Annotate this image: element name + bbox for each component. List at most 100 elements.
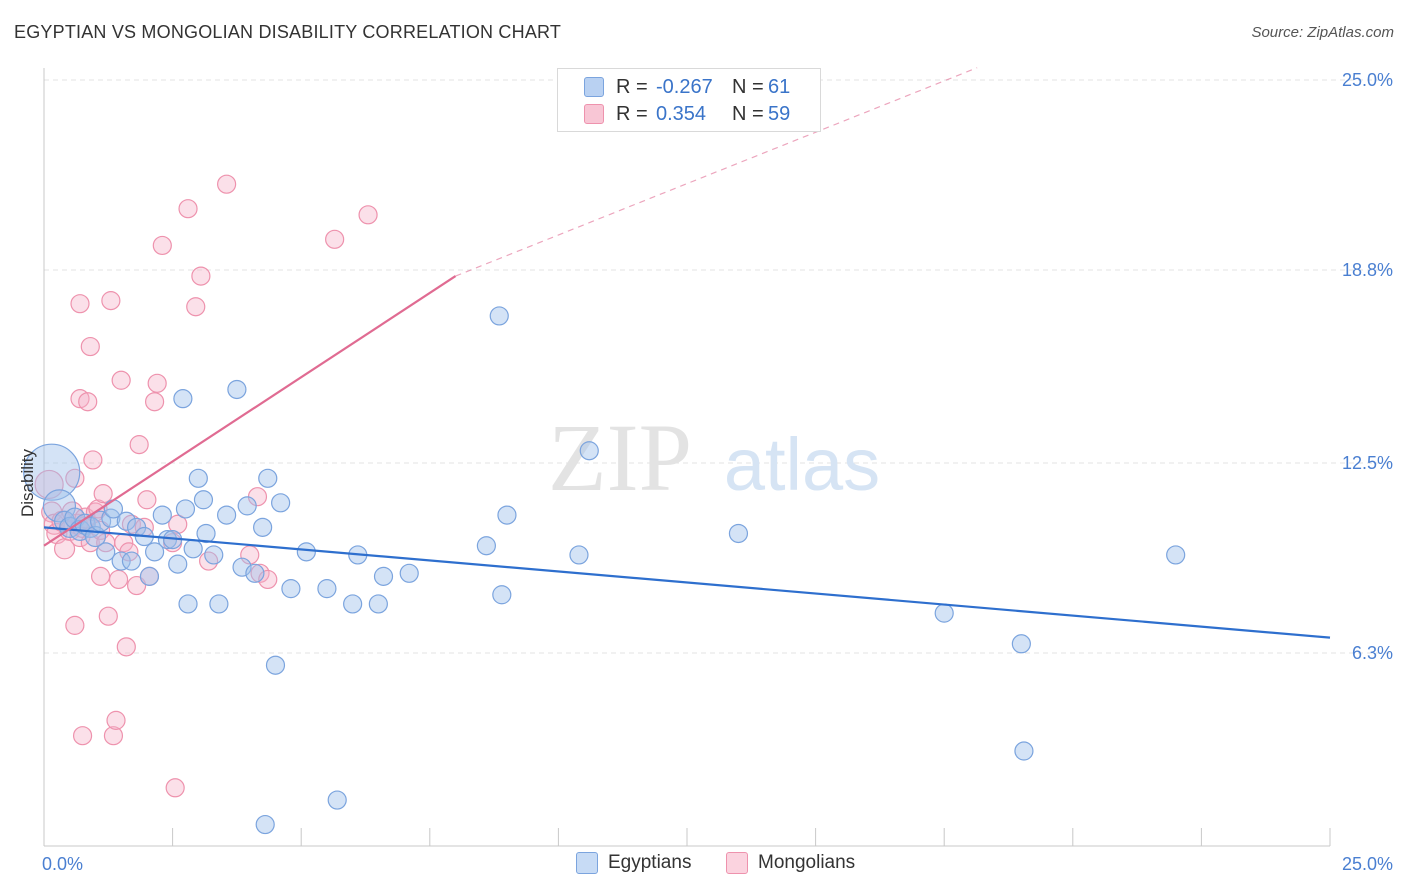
egyptians-point [193, 490, 214, 510]
egyptians-point [196, 523, 216, 544]
mongolians-point [152, 235, 172, 256]
legend-swatch-mongolians [584, 104, 604, 124]
watermark-atlas: atlas [724, 423, 880, 506]
legend-item-mongolians[interactable]: Mongolians [726, 852, 855, 874]
mongolians-point [144, 392, 165, 412]
egyptians-point [296, 542, 316, 562]
n-value-egyptians: 61 [768, 75, 791, 98]
mongolians-point [90, 566, 111, 586]
egyptians-point [111, 551, 131, 571]
egyptians-point [327, 790, 347, 810]
mongolians-point [106, 710, 126, 730]
x-tick-label: 25.0% [1342, 854, 1393, 874]
mongolians-point [83, 450, 103, 470]
y-tick-label: 25.0% [1342, 70, 1393, 90]
egyptians-point [217, 505, 237, 525]
x-tick-label: 0.0% [42, 854, 83, 874]
mongolians-point [101, 291, 121, 311]
legend-label-egyptians: Egyptians [608, 852, 692, 873]
legend-swatch-mongolians [726, 852, 748, 874]
source-credit: Source: ZipAtlas.com [1251, 24, 1394, 41]
mongolians-point [93, 484, 113, 504]
correlation-legend: R = -0.267 N = 61 R = 0.354 N = 59 [557, 68, 821, 132]
mongolians-point [186, 297, 206, 317]
axes [43, 68, 1331, 847]
mongolians-point [98, 606, 118, 626]
egyptians-point [175, 499, 196, 519]
egyptians-point [253, 517, 273, 537]
mongolians-point [250, 563, 270, 583]
legend-swatch-egyptians [576, 852, 598, 874]
egyptians-point [237, 496, 257, 516]
egyptians-point [373, 566, 394, 586]
egyptians-point [265, 655, 286, 675]
egyptians-trend-line [43, 526, 1331, 639]
mongolians-point [116, 637, 136, 657]
n-label: N = [732, 102, 764, 125]
r-value-mongolians: 0.354 [656, 102, 707, 125]
r-label: R = [616, 102, 648, 125]
mongolians-point [325, 229, 345, 249]
egyptians-point [497, 505, 517, 525]
mongolians-point [108, 569, 129, 590]
egyptians-point [1166, 545, 1186, 565]
n-label: N = [732, 75, 764, 98]
mongolians-point [80, 336, 100, 357]
egyptians-point [255, 814, 275, 835]
egyptians-point [96, 542, 116, 562]
legend-row-egyptians: R = -0.267 N = 61 [558, 74, 790, 100]
egyptians-point [42, 489, 77, 523]
egyptians-point [204, 545, 224, 565]
mongolians-point [178, 199, 198, 219]
egyptians-point [343, 594, 363, 614]
egyptians-point [728, 523, 749, 544]
egyptians-point [281, 579, 301, 599]
legend-swatch-egyptians [584, 77, 604, 97]
mongolians-point [199, 551, 219, 571]
egyptians-point [188, 468, 208, 488]
n-value-mongolians: 59 [768, 102, 791, 125]
legend-label-mongolians: Mongolians [758, 852, 856, 873]
mongolians-point [165, 778, 185, 798]
mongolians-point [129, 435, 149, 455]
watermark: ZIP atlas [548, 404, 880, 511]
y-tick-label: 12.5% [1342, 453, 1393, 473]
egyptians-point [152, 505, 172, 525]
egyptians-point [245, 563, 265, 583]
mongolians-trend-line [43, 275, 457, 547]
watermark-zip: ZIP [548, 404, 692, 511]
legend-row-mongolians: R = 0.354 N = 59 [558, 101, 790, 127]
trend-lines [43, 67, 1331, 639]
egyptians-point [1014, 741, 1034, 761]
egyptians-point [569, 545, 589, 565]
egyptians-point [209, 594, 229, 614]
mongolians-point [34, 469, 64, 500]
egyptians-point [173, 389, 193, 409]
mongolians-point [72, 726, 93, 746]
r-value-egyptians: -0.267 [656, 75, 713, 98]
mongolians-point [65, 615, 85, 635]
egyptians-point [934, 603, 954, 623]
mongolians-point [191, 266, 211, 286]
chart-title: EGYPTIAN VS MONGOLIAN DISABILITY CORRELA… [14, 22, 562, 42]
mongolians-point [137, 490, 157, 510]
egyptians-point [476, 536, 496, 556]
egyptians-point [399, 563, 419, 583]
egyptians-point [168, 554, 188, 574]
mongolians-point [103, 726, 124, 746]
egyptians-point [183, 539, 203, 559]
egyptians-point [23, 443, 81, 501]
mongolians-point [78, 392, 98, 412]
mongolians-point [147, 373, 167, 393]
y-tick-label: 6.3% [1352, 643, 1393, 663]
legend-item-egyptians[interactable]: Egyptians [576, 852, 691, 874]
mongolians-trend-extension [455, 67, 978, 277]
egyptians-point [121, 551, 142, 571]
y-tick-label: 18.8% [1342, 260, 1393, 280]
egyptians-point [368, 594, 388, 614]
y-axis-label: Disability [18, 448, 37, 517]
egyptians-point [489, 306, 509, 326]
mongolians-point [70, 389, 90, 409]
r-label: R = [616, 75, 648, 98]
